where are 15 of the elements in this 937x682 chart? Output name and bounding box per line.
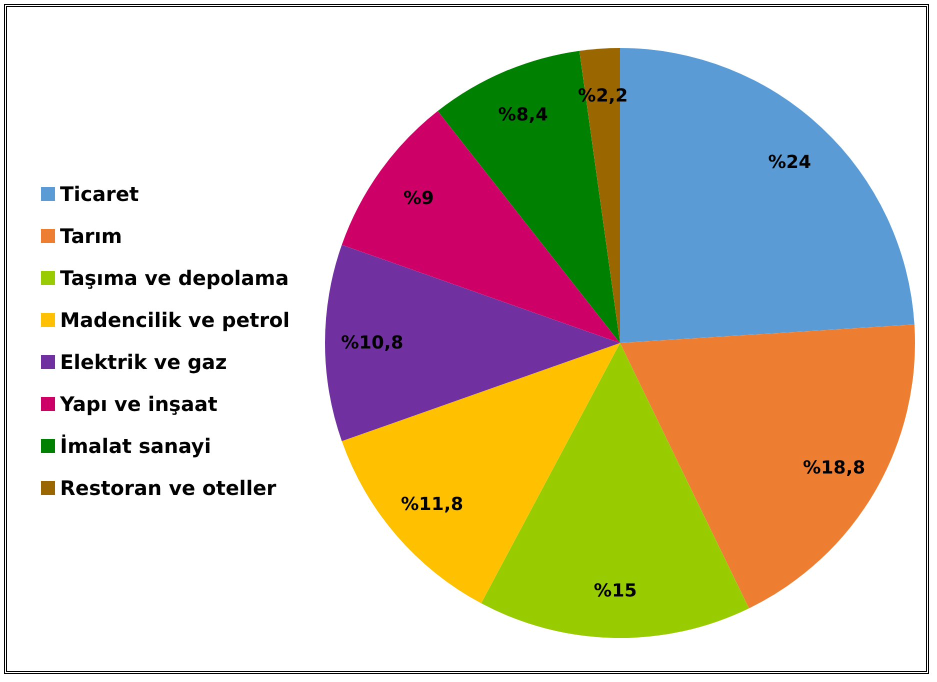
- legend-label: Ticaret: [60, 182, 140, 206]
- legend-label: Restoran ve oteller: [60, 476, 276, 500]
- data-label: %10,8: [340, 332, 404, 354]
- legend-label: Tarım: [60, 224, 122, 248]
- data-label: %18,8: [802, 457, 866, 478]
- legend-label: Elektrik ve gaz: [60, 350, 227, 374]
- data-label: %24: [768, 152, 812, 173]
- legend-label: Yapı ve inşaat: [59, 392, 218, 416]
- data-label: %11,8: [400, 494, 464, 516]
- legend-label: Madencilik ve petrol: [60, 308, 290, 332]
- data-label: %8,4: [498, 104, 548, 126]
- data-label: %15: [594, 580, 637, 602]
- legend-label: İmalat sanayi: [60, 434, 212, 458]
- data-label: %9: [403, 188, 434, 210]
- legend-label: Taşıma ve depolama: [60, 266, 289, 290]
